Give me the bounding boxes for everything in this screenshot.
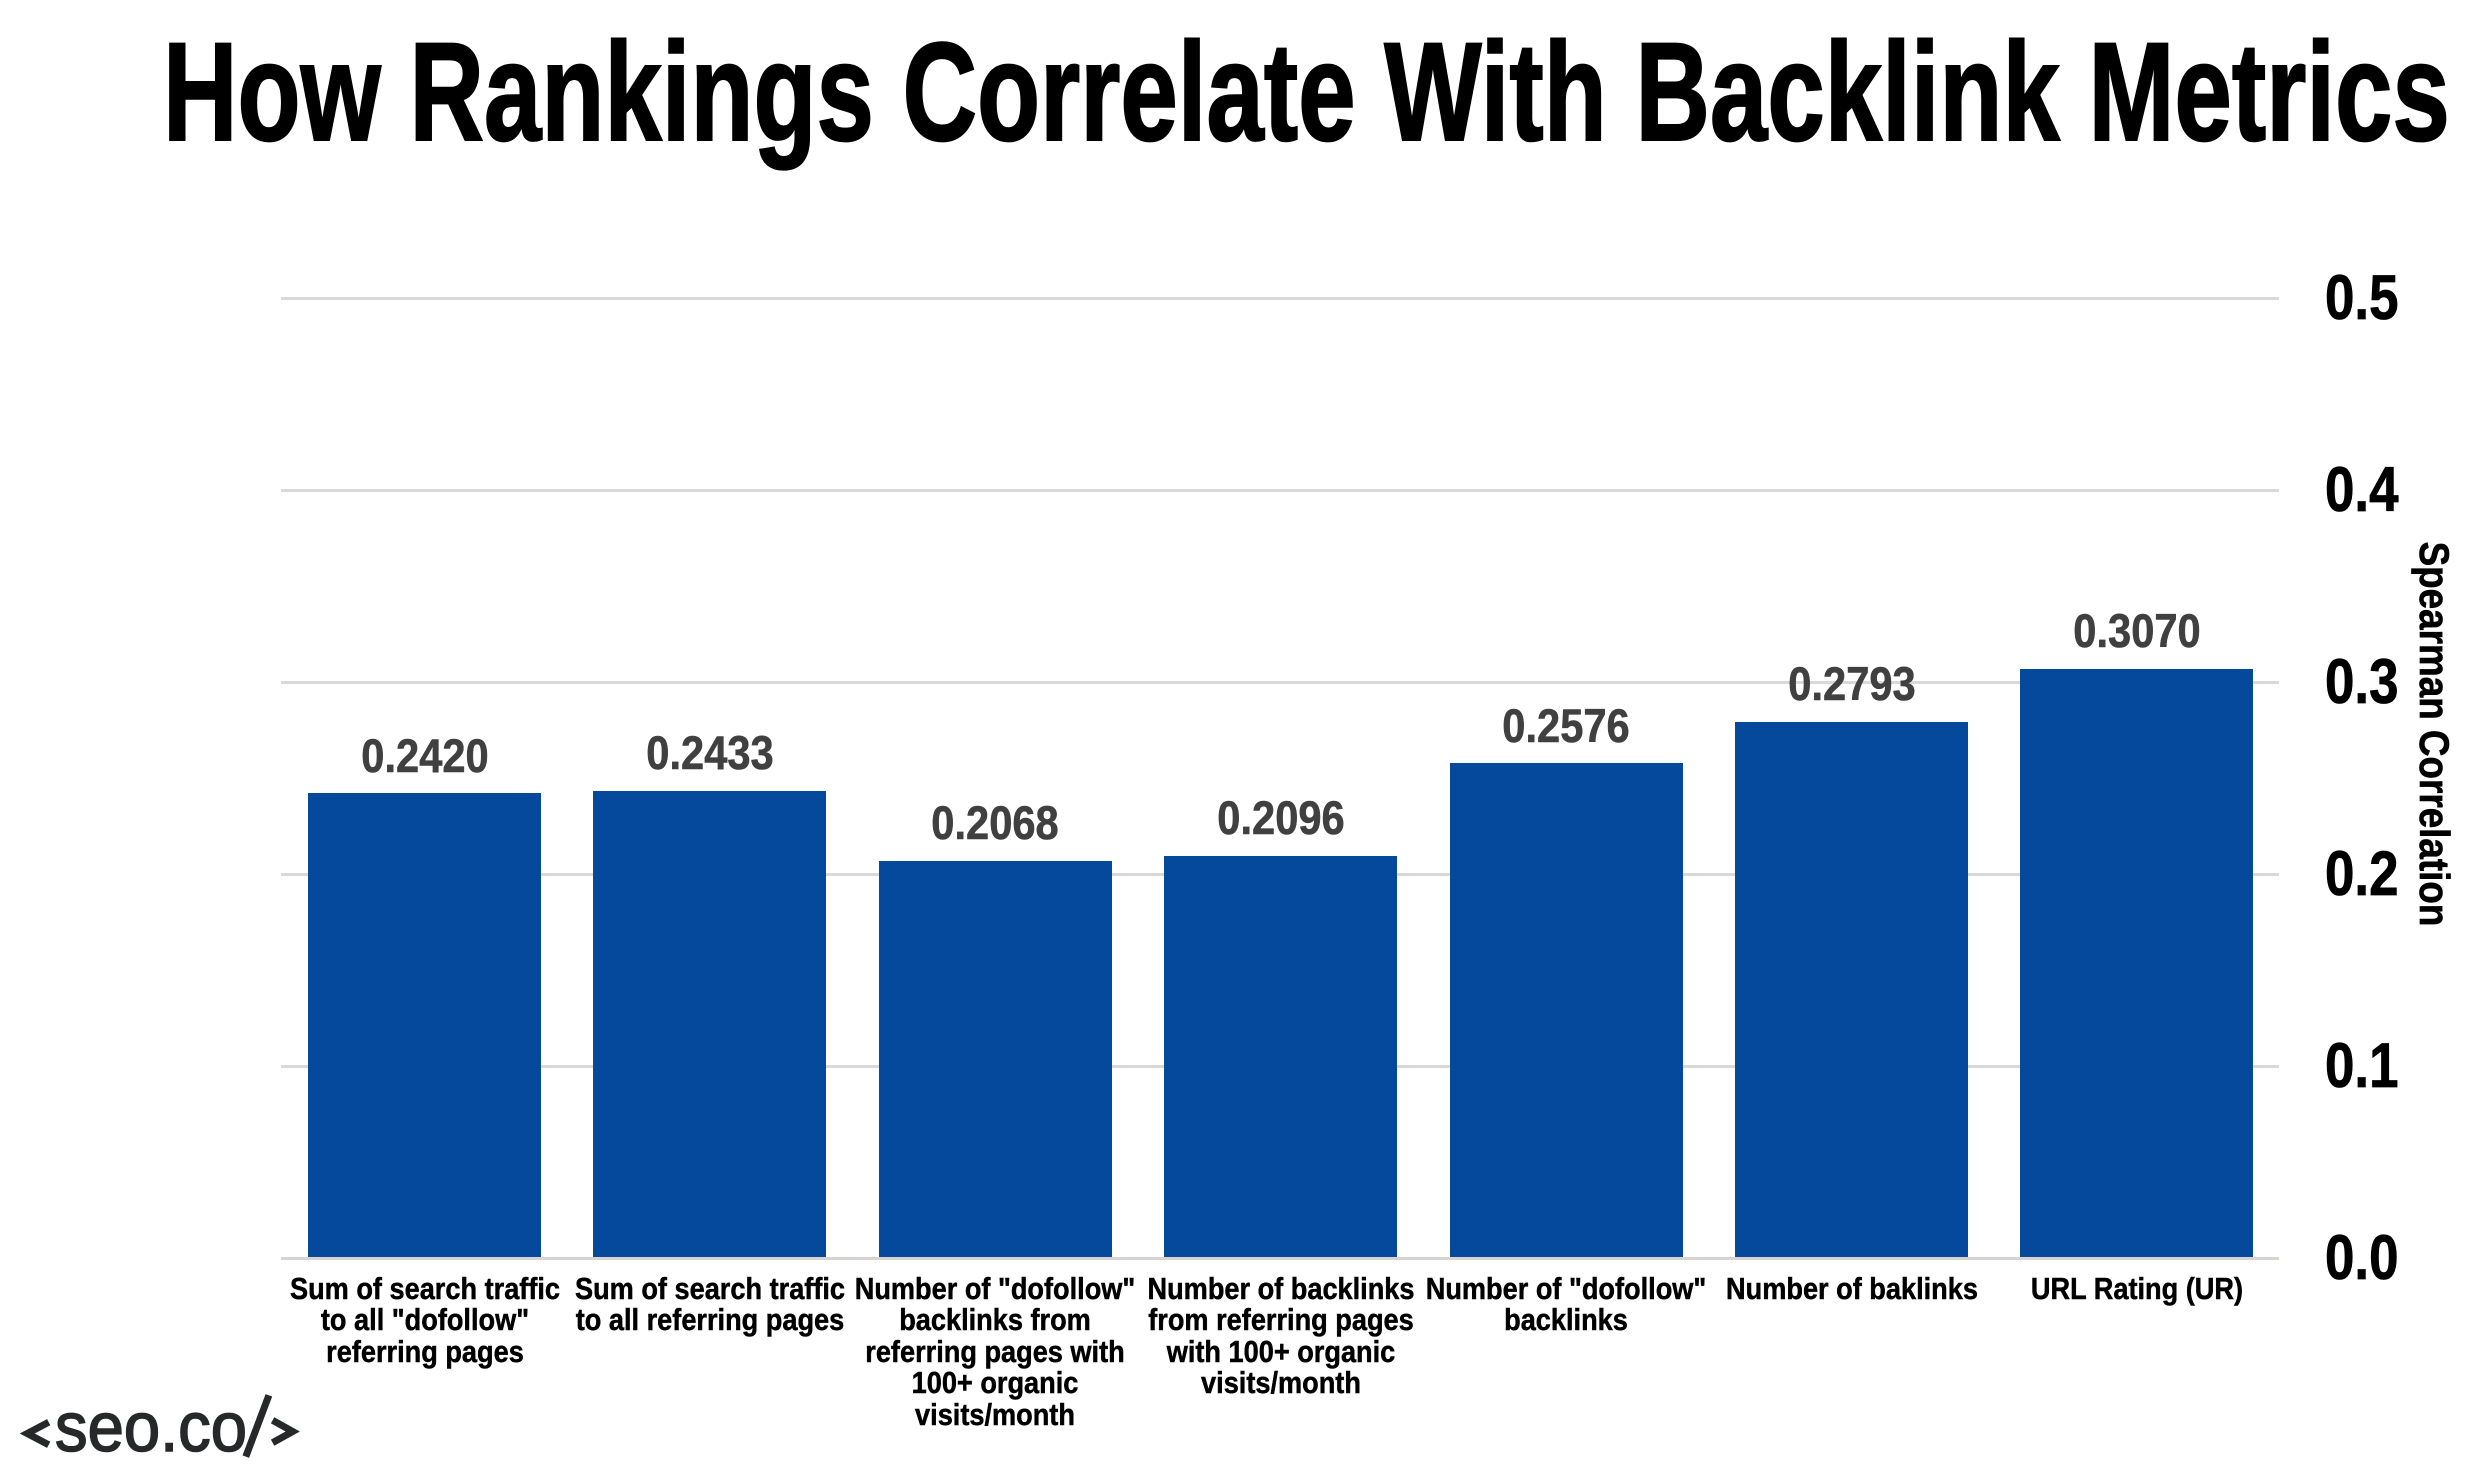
svg-text:seo.co: seo.co — [55, 1388, 247, 1466]
